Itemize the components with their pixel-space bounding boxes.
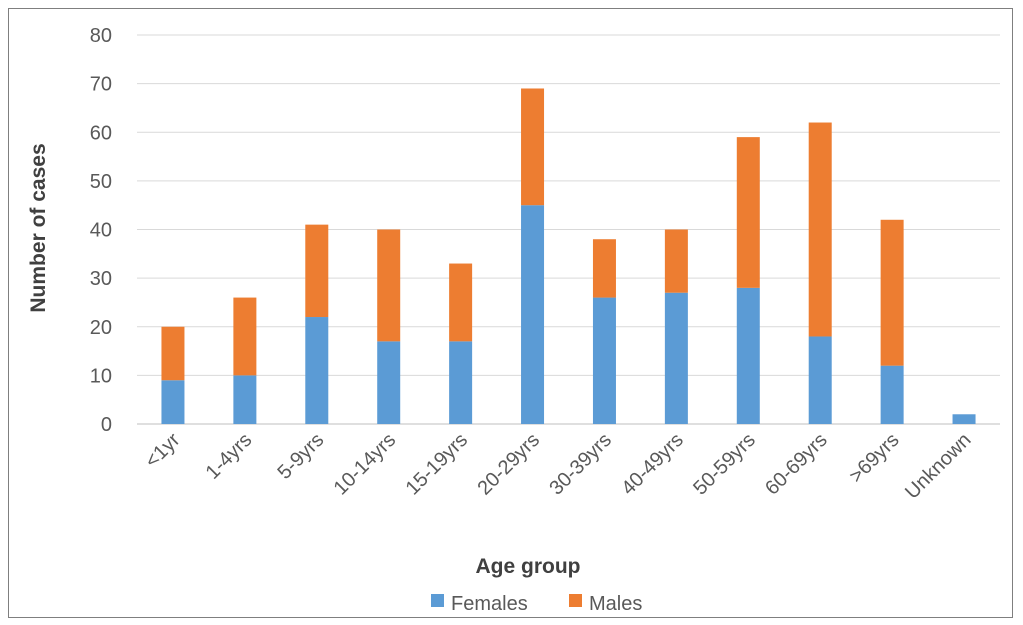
legend-swatch-females xyxy=(431,594,444,607)
bar-females-1 xyxy=(233,375,257,424)
y-tick-label: 80 xyxy=(90,25,112,47)
bar-females-9 xyxy=(808,336,832,424)
bar-females-2 xyxy=(305,317,329,424)
chart-frame xyxy=(8,8,1013,618)
y-tick-label: 30 xyxy=(90,268,112,290)
x-tick-label: 5-9yrs xyxy=(273,429,328,484)
x-tick-label: <1yr xyxy=(141,429,185,473)
bar-males-8 xyxy=(736,137,760,288)
bar-males-3 xyxy=(377,229,401,342)
x-tick-label: 40-49yrs xyxy=(617,429,688,500)
x-axis-title: Age group xyxy=(476,555,581,578)
x-axis-ticks: <1yr 1-4yrs 5-9yrs 10-14yrs 15-19yrs 20-29yrs… xyxy=(141,429,976,504)
x-tick-label: 1-4yrs xyxy=(202,429,257,484)
bar-females-10 xyxy=(880,365,904,424)
gridlines xyxy=(137,34,1000,425)
bar-males-2 xyxy=(305,224,329,318)
bar-males-5 xyxy=(521,88,545,206)
y-tick-label: 40 xyxy=(90,220,112,242)
y-tick-label: 70 xyxy=(90,74,112,96)
x-tick-label: Unknown xyxy=(901,429,976,504)
bar-females-0 xyxy=(161,380,185,424)
legend-label-females: Females xyxy=(451,593,528,615)
bar-males-4 xyxy=(449,263,473,342)
bar-females-4 xyxy=(449,341,473,424)
bar-males-10 xyxy=(880,219,904,366)
x-tick-label: >69yrs xyxy=(845,429,903,487)
x-tick-label: 30-39yrs xyxy=(545,429,616,500)
bar-males-7 xyxy=(664,229,688,293)
bar-females-5 xyxy=(521,205,545,424)
x-tick-label: 10-14yrs xyxy=(330,429,401,500)
y-tick-label: 50 xyxy=(90,171,112,193)
y-axis-title: Number of cases xyxy=(27,143,50,312)
bar-males-1 xyxy=(233,297,257,376)
y-tick-label: 20 xyxy=(90,317,112,339)
bar-females-6 xyxy=(592,297,616,424)
bar-females-8 xyxy=(736,287,760,424)
bar-males-0 xyxy=(161,326,185,381)
y-tick-label: 60 xyxy=(90,122,112,144)
bar-females-11 xyxy=(952,414,976,424)
legend: Females Males xyxy=(431,593,642,615)
bar-females-3 xyxy=(377,341,401,424)
bar-females-7 xyxy=(664,292,688,424)
x-tick-label: 20-29yrs xyxy=(473,429,544,500)
y-tick-label: 10 xyxy=(90,365,112,387)
legend-swatch-males xyxy=(569,594,582,607)
bar-males-6 xyxy=(592,239,616,298)
x-tick-label: 60-69yrs xyxy=(761,429,832,500)
bar-males-9 xyxy=(808,122,832,337)
legend-label-males: Males xyxy=(589,593,642,615)
y-axis-ticks: 0 10 20 30 40 50 60 70 80 xyxy=(90,25,112,436)
x-tick-label: 15-19yrs xyxy=(402,429,473,500)
y-tick-label: 0 xyxy=(101,414,112,436)
bars xyxy=(161,88,976,424)
x-tick-label: 50-59yrs xyxy=(689,429,760,500)
